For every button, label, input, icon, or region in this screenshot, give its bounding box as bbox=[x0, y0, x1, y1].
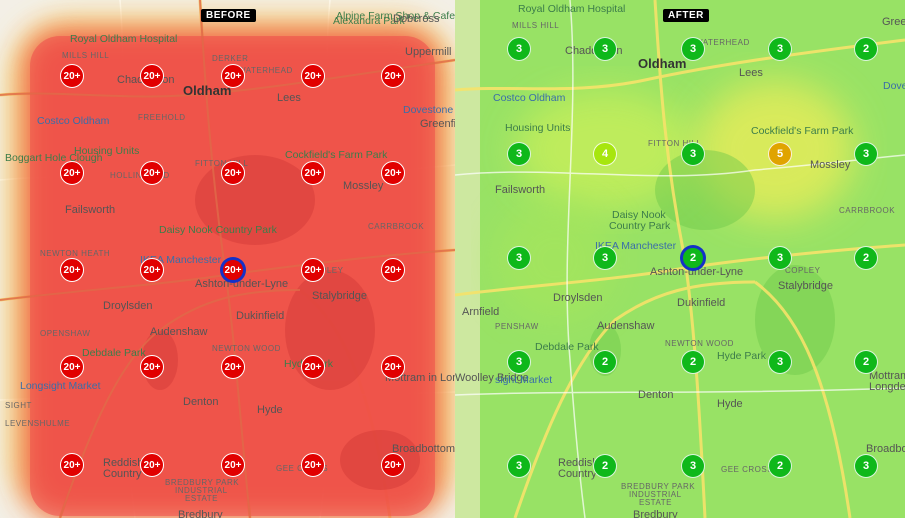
after-map-panel[interactable]: Royal Oldham Hospital MILLS HILL WATERHEAD… bbox=[455, 0, 905, 518]
before-map-panel[interactable]: Alexandra Park Royal Oldham Hospital MILLS… bbox=[0, 0, 455, 518]
cluster-marker[interactable]: 3 bbox=[681, 37, 705, 61]
cluster-marker[interactable]: 20+ bbox=[221, 453, 245, 477]
cluster-marker[interactable]: 20+ bbox=[381, 161, 405, 185]
cluster-marker[interactable]: 20+ bbox=[140, 258, 164, 282]
cluster-marker[interactable]: 20+ bbox=[381, 64, 405, 88]
before-label: BEFORE bbox=[201, 9, 256, 22]
cluster-marker[interactable]: 20+ bbox=[301, 161, 325, 185]
cluster-marker[interactable]: 20+ bbox=[381, 355, 405, 379]
cluster-marker[interactable]: 2 bbox=[768, 454, 792, 478]
cluster-marker[interactable]: 3 bbox=[593, 246, 617, 270]
cluster-marker[interactable]: 3 bbox=[507, 142, 531, 166]
cluster-marker[interactable]: 5 bbox=[768, 142, 792, 166]
cluster-marker[interactable]: 20+ bbox=[381, 258, 405, 282]
cluster-marker[interactable]: 3 bbox=[507, 246, 531, 270]
cluster-marker[interactable]: 20+ bbox=[140, 355, 164, 379]
cluster-marker[interactable]: 2 bbox=[854, 37, 878, 61]
cluster-marker[interactable]: 4 bbox=[593, 142, 617, 166]
cluster-marker[interactable]: 2 bbox=[593, 350, 617, 374]
cluster-marker[interactable]: 3 bbox=[768, 350, 792, 374]
cluster-marker[interactable]: 20+ bbox=[381, 453, 405, 477]
cluster-marker[interactable]: 3 bbox=[507, 350, 531, 374]
cluster-marker[interactable]: 20+ bbox=[60, 453, 84, 477]
cluster-marker[interactable]: 20+ bbox=[301, 258, 325, 282]
cluster-marker[interactable]: 3 bbox=[507, 454, 531, 478]
cluster-marker[interactable]: 20+ bbox=[60, 161, 84, 185]
cluster-marker[interactable]: 20+ bbox=[301, 64, 325, 88]
cluster-marker[interactable]: 3 bbox=[854, 142, 878, 166]
after-label: AFTER bbox=[663, 9, 709, 22]
cluster-marker[interactable]: 20+ bbox=[140, 453, 164, 477]
cluster-marker[interactable]: 2 bbox=[681, 350, 705, 374]
cluster-marker[interactable]: 20+ bbox=[221, 355, 245, 379]
cluster-marker[interactable]: 3 bbox=[681, 454, 705, 478]
cluster-marker[interactable]: 2 bbox=[593, 454, 617, 478]
after-markers-layer: 3 3 3 3 2 3 4 3 5 3 3 3 2 3 2 3 2 2 3 2 3 2 3 2 3 bbox=[455, 0, 905, 518]
cluster-marker[interactable]: 20+ bbox=[60, 258, 84, 282]
cluster-marker[interactable]: 3 bbox=[854, 454, 878, 478]
cluster-marker[interactable]: 20+ bbox=[140, 64, 164, 88]
cluster-marker[interactable]: 3 bbox=[681, 142, 705, 166]
cluster-marker[interactable]: 20+ bbox=[301, 355, 325, 379]
cluster-marker[interactable]: 2 bbox=[854, 350, 878, 374]
selected-cluster-marker[interactable]: 20+ bbox=[221, 258, 245, 282]
cluster-marker[interactable]: 3 bbox=[768, 246, 792, 270]
cluster-marker[interactable]: 2 bbox=[854, 246, 878, 270]
cluster-marker[interactable]: 3 bbox=[768, 37, 792, 61]
cluster-marker[interactable]: 3 bbox=[507, 37, 531, 61]
cluster-marker[interactable]: 20+ bbox=[60, 355, 84, 379]
cluster-marker[interactable]: 20+ bbox=[140, 161, 164, 185]
cluster-marker[interactable]: 20+ bbox=[221, 161, 245, 185]
cluster-marker[interactable]: 3 bbox=[593, 37, 617, 61]
cluster-marker[interactable]: 20+ bbox=[221, 64, 245, 88]
before-markers-layer: 20+ 20+ 20+ 20+ 20+ 20+ 20+ 20+ 20+ 20+ 20+ 20+ 20+ 2… bbox=[60, 64, 405, 477]
cluster-marker[interactable]: 20+ bbox=[301, 453, 325, 477]
cluster-marker[interactable]: 20+ bbox=[60, 64, 84, 88]
selected-cluster-marker[interactable]: 2 bbox=[681, 246, 705, 270]
